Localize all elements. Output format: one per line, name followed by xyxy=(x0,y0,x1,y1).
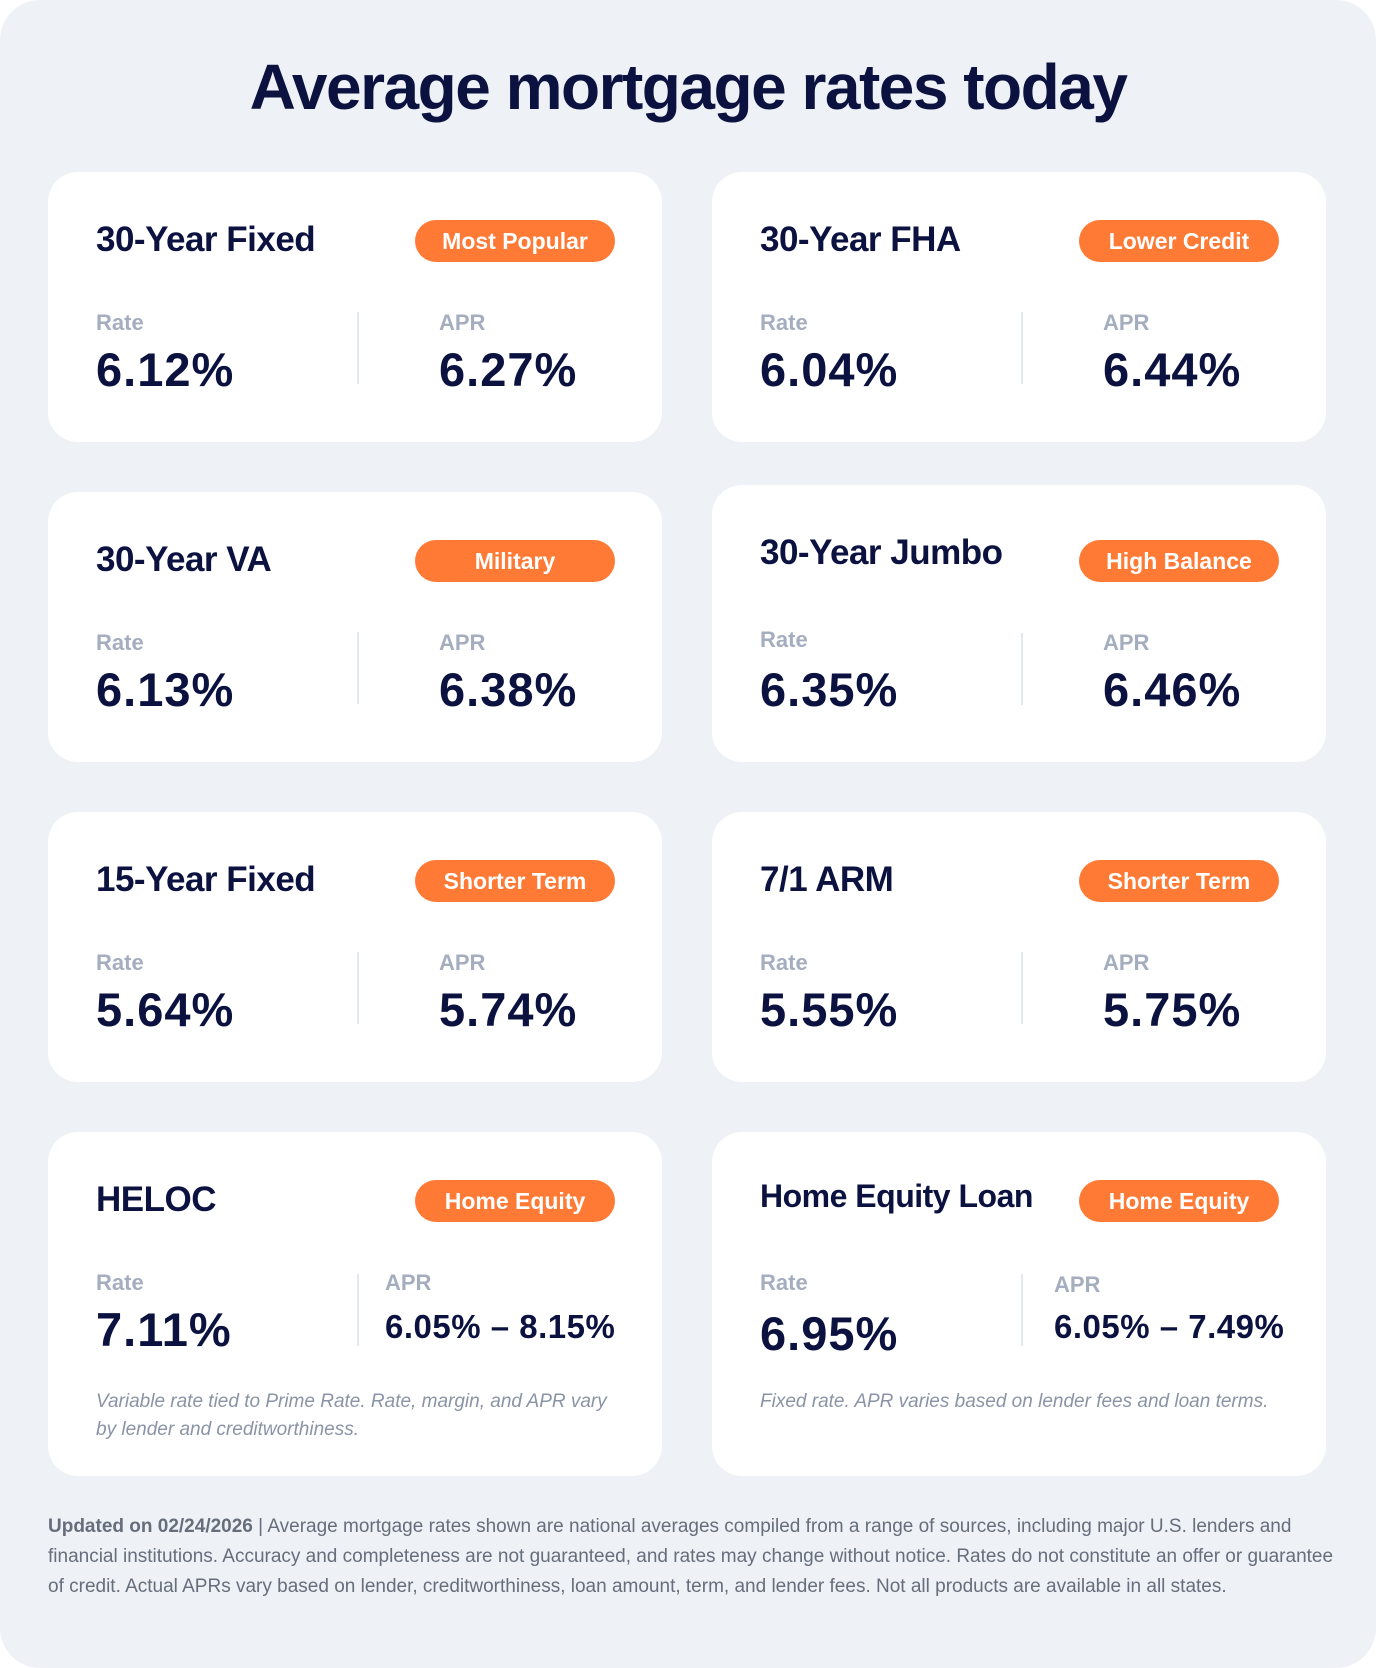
apr-value: 6.27% xyxy=(439,343,578,396)
card-note: Fixed rate. APR varies based on lender f… xyxy=(760,1391,1269,1412)
rate-label: Rate xyxy=(96,1270,144,1295)
disclaimer-text: | Average mortgage rates shown are natio… xyxy=(48,1516,1334,1597)
rate-value: 6.95% xyxy=(760,1307,899,1360)
card-title: 30-Year Jumbo xyxy=(760,533,1003,572)
rate-card-15-year-fixed: 15-Year Fixed Shorter Term Rate 5.64% AP… xyxy=(48,812,662,1082)
card-title: 7/1 ARM xyxy=(760,860,894,899)
card-badge: Shorter Term xyxy=(415,860,615,902)
apr-value: 6.05% – 8.15% xyxy=(385,1308,616,1345)
rate-value: 6.12% xyxy=(96,343,235,396)
apr-value: 6.46% xyxy=(1103,663,1242,716)
rate-label: Rate xyxy=(96,950,144,975)
rate-label: Rate xyxy=(760,310,808,335)
apr-label: APR xyxy=(439,630,486,655)
card-title: 30-Year FHA xyxy=(760,220,961,259)
card-badge: Home Equity xyxy=(1079,1180,1279,1222)
apr-label: APR xyxy=(1103,950,1150,975)
rate-value: 5.55% xyxy=(760,983,899,1036)
rate-label: Rate xyxy=(96,630,144,655)
apr-value: 6.38% xyxy=(439,663,578,716)
rate-value: 5.64% xyxy=(96,983,235,1036)
rate-card-30-year-va: 30-Year VA Military Rate 6.13% APR 6.38% xyxy=(48,492,662,762)
apr-label: APR xyxy=(439,950,486,975)
card-title: 30-Year VA xyxy=(96,540,272,579)
rate-value: 6.35% xyxy=(760,663,899,716)
column-divider xyxy=(357,312,359,384)
column-divider xyxy=(1021,1274,1023,1346)
card-title: 15-Year Fixed xyxy=(96,860,316,899)
apr-value: 6.44% xyxy=(1103,343,1242,396)
rate-card-30-year-fixed: 30-Year Fixed Most Popular Rate 6.12% AP… xyxy=(48,172,662,442)
card-note: Variable rate tied to Prime Rate. Rate, … xyxy=(96,1391,607,1440)
card-badge: Most Popular xyxy=(415,220,615,262)
card-badge: Shorter Term xyxy=(1079,860,1279,902)
apr-value: 5.75% xyxy=(1103,983,1242,1036)
rate-card-7-1-arm: 7/1 ARM Shorter Term Rate 5.55% APR 5.75… xyxy=(712,812,1326,1082)
rate-value: 7.11% xyxy=(96,1303,232,1356)
rate-card-heloc: HELOC Home Equity Rate 7.11% APR 6.05% –… xyxy=(48,1132,662,1476)
column-divider xyxy=(357,632,359,704)
card-badge: Home Equity xyxy=(415,1180,615,1222)
rate-card-30-year-fha: 30-Year FHA Lower Credit Rate 6.04% APR … xyxy=(712,172,1326,442)
rate-value: 6.13% xyxy=(96,663,235,716)
apr-value: 5.74% xyxy=(439,983,578,1036)
apr-label: APR xyxy=(1103,630,1150,655)
rate-label: Rate xyxy=(96,310,144,335)
disclaimer: Updated on 02/24/2026 | Average mortgage… xyxy=(48,1512,1338,1602)
rate-label: Rate xyxy=(760,627,808,652)
apr-label: APR xyxy=(1054,1272,1101,1297)
card-badge: High Balance xyxy=(1079,540,1279,582)
apr-value: 6.05% – 7.49% xyxy=(1054,1308,1285,1345)
updated-date: Updated on 02/24/2026 xyxy=(48,1516,253,1537)
card-title: 30-Year Fixed xyxy=(96,220,316,259)
column-divider xyxy=(357,952,359,1024)
rate-card-home-equity-loan: Home Equity Loan Home Equity Rate 6.95% … xyxy=(712,1132,1326,1476)
column-divider xyxy=(1021,633,1023,705)
card-badge: Lower Credit xyxy=(1079,220,1279,262)
column-divider xyxy=(357,1274,359,1346)
apr-label: APR xyxy=(385,1270,432,1295)
rate-label: Rate xyxy=(760,950,808,975)
column-divider xyxy=(1021,312,1023,384)
card-badge: Military xyxy=(415,540,615,582)
apr-label: APR xyxy=(439,310,486,335)
card-title: Home Equity Loan xyxy=(760,1178,1033,1214)
apr-label: APR xyxy=(1103,310,1150,335)
page-title: Average mortgage rates today xyxy=(249,51,1128,123)
rate-card-30-year-jumbo: 30-Year Jumbo High Balance Rate 6.35% AP… xyxy=(712,485,1326,762)
card-title: HELOC xyxy=(96,1180,217,1219)
rate-label: Rate xyxy=(760,1270,808,1295)
column-divider xyxy=(1021,952,1023,1024)
rate-value: 6.04% xyxy=(760,343,899,396)
